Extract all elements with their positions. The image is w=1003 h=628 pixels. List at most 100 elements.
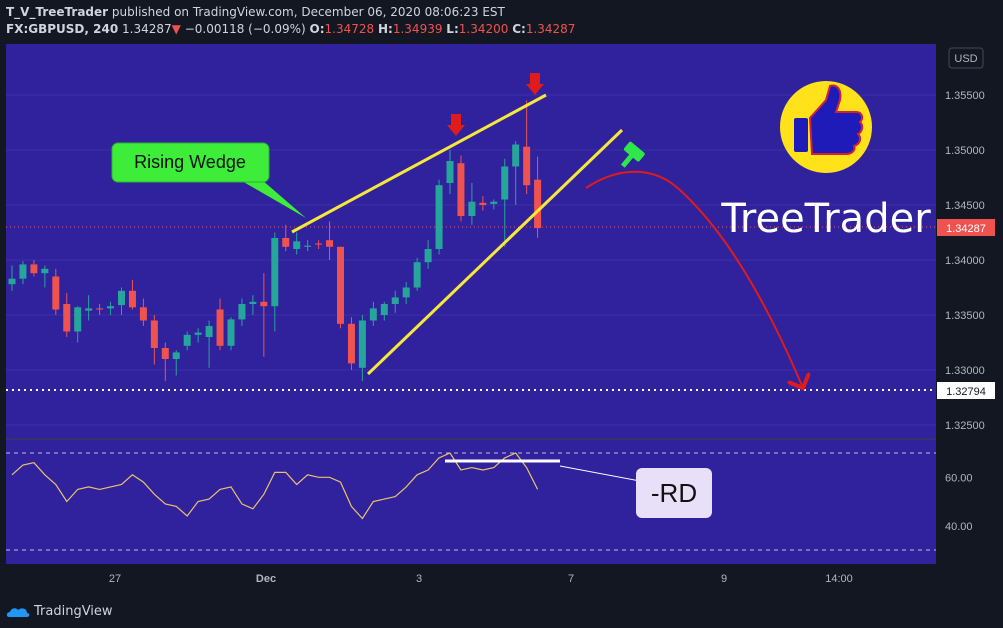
- publish-info: T_V_TreeTrader published on TradingView.…: [6, 5, 505, 19]
- candle-body: [227, 319, 235, 346]
- candle-body: [238, 304, 246, 320]
- main-pane-background: [6, 44, 936, 438]
- rsi-pane-background: [6, 440, 936, 564]
- candle-body: [347, 323, 355, 364]
- candle-body: [337, 246, 344, 324]
- candle: [194, 328, 202, 343]
- candle: [501, 158, 509, 247]
- candle: [358, 315, 366, 381]
- candle: [468, 183, 476, 225]
- last-price: 1.34287: [122, 22, 172, 36]
- candle-body: [139, 307, 147, 321]
- candle-body: [304, 245, 312, 247]
- time-axis[interactable]: 27 Dec 3 7 9 14:00: [109, 573, 853, 585]
- tradingview-cloud-icon: [6, 607, 30, 617]
- candle-body: [391, 297, 399, 304]
- rsi-line: [11, 452, 539, 520]
- candle: [457, 155, 465, 222]
- low-label: L:: [446, 22, 459, 36]
- candle: [315, 240, 323, 249]
- candle: [150, 315, 158, 365]
- candle-body: [172, 352, 180, 359]
- candle: [216, 298, 224, 351]
- candle-body: [85, 308, 93, 311]
- price-tick-label: 1.33500: [945, 310, 985, 322]
- projection-curve-arrow: [585, 170, 803, 388]
- candle-body: [512, 144, 520, 167]
- candle: [347, 317, 355, 370]
- candle-body: [183, 334, 191, 346]
- candle: [63, 293, 71, 337]
- symbol-label[interactable]: FX:GBPUSD, 240: [6, 22, 119, 36]
- current-price-tag-text: 1.34287: [946, 223, 986, 235]
- candle: [172, 350, 180, 376]
- candle-body: [501, 166, 509, 200]
- candle: [512, 141, 520, 205]
- target-price-tag-text: 1.32794: [946, 386, 986, 398]
- candle: [205, 320, 213, 368]
- candle-body: [118, 290, 125, 306]
- rsi-axis[interactable]: 60.00 40.00: [945, 472, 973, 533]
- candle-body: [107, 306, 115, 309]
- price-tick-label: 1.34500: [945, 200, 985, 212]
- ohlc-readout: FX:GBPUSD, 240 1.34287▼ −0.00118 (−0.09%…: [6, 22, 575, 36]
- candle-body: [380, 304, 388, 315]
- candle: [490, 199, 498, 210]
- candle-body: [358, 320, 366, 368]
- candle: [74, 306, 82, 343]
- candle: [41, 265, 49, 288]
- candle: [128, 279, 136, 310]
- high-value: 1.34939: [392, 22, 443, 36]
- low-value: 1.34200: [458, 22, 509, 36]
- candle: [8, 265, 16, 291]
- price-axis[interactable]: 1.35500 1.35000 1.34500 1.34000 1.33500 1.330…: [945, 90, 985, 432]
- rsi-tick-label: 60.00: [945, 472, 973, 484]
- wedge-upper-line: [291, 93, 547, 234]
- price-tick-label: 1.35000: [945, 145, 985, 157]
- price-chart[interactable]: Rising Wedge TreeTrader -RD 1.35500 1.350…: [0, 40, 1003, 596]
- author-name[interactable]: T_V_TreeTrader: [6, 5, 109, 19]
- close-label: C:: [512, 22, 526, 36]
- candle-body: [19, 264, 27, 279]
- rd-label: -RD: [651, 478, 697, 508]
- rsi-tick-label: 40.00: [945, 521, 973, 533]
- candle-body: [468, 201, 476, 216]
- candle-body: [457, 163, 465, 216]
- candle: [424, 240, 432, 269]
- candle-body: [96, 308, 104, 310]
- target-price-tag: 1.32794: [937, 382, 995, 399]
- time-tick-label: 27: [109, 573, 121, 585]
- candle-body: [249, 301, 257, 304]
- candle-body: [128, 290, 136, 308]
- candle-body: [30, 264, 38, 274]
- candle-body: [293, 241, 301, 249]
- candle: [413, 257, 421, 291]
- currency-label: USD: [954, 53, 977, 65]
- candle-body: [74, 307, 82, 332]
- candle: [227, 317, 235, 351]
- hammer-icon: [620, 141, 645, 168]
- candle-body: [63, 304, 71, 332]
- candle-body: [41, 268, 49, 274]
- candle-body: [150, 320, 158, 348]
- candle: [380, 301, 388, 321]
- open-label: O:: [309, 22, 325, 36]
- candle: [402, 282, 410, 304]
- candle: [369, 301, 377, 326]
- candle: [446, 150, 454, 194]
- candle: [139, 298, 147, 326]
- candle: [249, 295, 257, 315]
- time-tick-label: 9: [721, 573, 727, 585]
- rising-wedge-label: Rising Wedge: [134, 152, 246, 172]
- treetrader-brand: TreeTrader: [720, 196, 931, 242]
- time-tick-label: 14:00: [825, 573, 853, 585]
- candle: [534, 156, 542, 238]
- candle: [523, 100, 531, 194]
- candle-body: [282, 238, 290, 247]
- candle: [479, 196, 487, 211]
- footer-bar: TradingView: [0, 596, 1003, 628]
- candle: [107, 301, 115, 315]
- candle-body: [534, 179, 542, 229]
- tradingview-logo[interactable]: TradingView: [6, 604, 113, 619]
- open-value: 1.34728: [324, 22, 375, 36]
